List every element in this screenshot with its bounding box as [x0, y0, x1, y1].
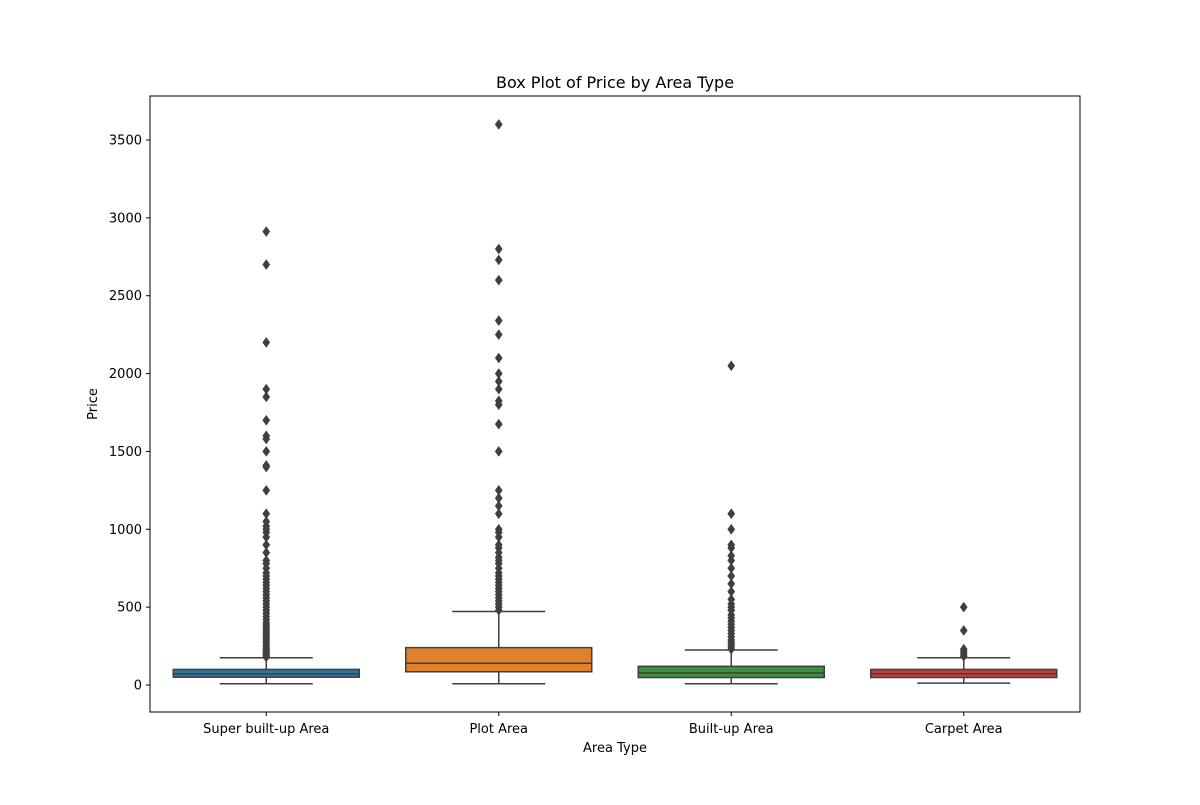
y-tick-label: 2500: [109, 289, 142, 304]
outlier-point: [959, 601, 968, 613]
box-plot-marks: [172, 119, 1058, 685]
outlier-point: [494, 274, 503, 286]
outlier-point: [262, 259, 271, 270]
outlier-point: [262, 516, 271, 527]
outlier-point: [262, 460, 271, 471]
outlier-point: [494, 254, 503, 266]
y-tick-label: 3000: [109, 211, 142, 226]
outlier-point: [727, 523, 736, 535]
box-group: [405, 119, 593, 685]
outlier-point: [494, 352, 503, 364]
x-tick-label: Carpet Area: [925, 722, 1003, 737]
box-group: [637, 360, 825, 685]
axes: [149, 95, 1081, 713]
outlier-point: [494, 315, 503, 327]
box-iqr: [637, 665, 825, 679]
outlier-point: [727, 593, 736, 605]
axis-ticks: Super built-up Area Plot Area Built-up Are…: [109, 134, 1003, 738]
outlier-point: [494, 418, 503, 430]
outlier-point: [262, 555, 271, 566]
outlier-point: [727, 586, 736, 597]
outlier-point: [727, 508, 736, 520]
outlier-point: [727, 550, 736, 562]
outlier-point: [262, 484, 271, 496]
outlier-point: [494, 500, 503, 512]
outlier-point: [494, 523, 503, 535]
outlier-point: [727, 539, 736, 551]
chart-title: Box Plot of Price by Area Type: [496, 73, 734, 92]
outlier-point: [727, 562, 736, 574]
box-group: [870, 601, 1058, 684]
y-tick-label: 0: [134, 679, 142, 694]
outlier-point: [494, 383, 503, 395]
outlier-point: [494, 508, 503, 520]
outlier-point: [494, 375, 503, 387]
outlier-point: [494, 329, 503, 341]
x-axis-label: Area Type: [583, 741, 647, 756]
y-tick-label: 2000: [109, 367, 142, 382]
outlier-point: [494, 446, 503, 457]
outlier-point: [262, 383, 271, 395]
box-iqr: [405, 646, 593, 673]
outlier-point: [494, 368, 503, 379]
outlier-point: [494, 484, 503, 496]
box-group: [172, 226, 360, 685]
outlier-point: [262, 226, 271, 237]
outlier-point: [262, 446, 271, 457]
outlier-point: [727, 570, 736, 582]
outlier-point: [262, 539, 271, 551]
outlier-point: [727, 578, 736, 590]
y-tick-label: 1000: [109, 523, 142, 538]
outlier-point: [494, 492, 503, 504]
outlier-point: [262, 414, 271, 426]
outlier-point: [262, 391, 271, 403]
outlier-point: [959, 625, 968, 636]
outlier-point: [959, 643, 968, 655]
outlier-point: [494, 539, 503, 551]
outlier-point: [262, 508, 271, 520]
outlier-point: [262, 430, 271, 442]
y-axis-label: Price: [86, 388, 101, 420]
outlier-point: [494, 243, 503, 255]
outlier-point: [727, 360, 736, 372]
plot-area-frame: [149, 95, 1081, 713]
y-tick-label: 3500: [109, 134, 142, 149]
y-tick-label: 500: [117, 601, 142, 616]
outlier-point: [494, 395, 503, 407]
outlier-point: [262, 337, 271, 348]
x-tick-label: Plot Area: [469, 722, 528, 737]
outlier-point: [262, 547, 271, 559]
x-tick-label: Built-up Area: [689, 722, 774, 737]
outlier-point: [494, 119, 503, 130]
y-tick-label: 1500: [109, 445, 142, 460]
x-tick-label: Super built-up Area: [203, 722, 329, 737]
